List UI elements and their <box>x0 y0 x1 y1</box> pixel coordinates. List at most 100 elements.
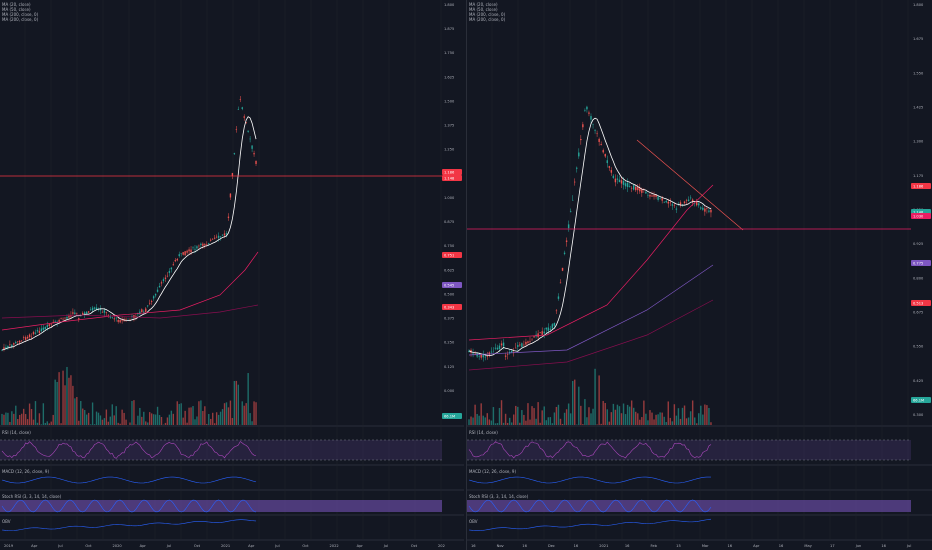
candle-body <box>632 185 635 190</box>
volume-bar <box>653 419 655 425</box>
svg-text:1.186: 1.186 <box>444 170 455 174</box>
candle-body <box>586 106 588 110</box>
chart-panel-left[interactable]: MA (20, close) MA (50, close) MA (200, c… <box>0 0 464 550</box>
candle-body <box>510 350 513 353</box>
price-tag: 0.513 <box>911 300 931 306</box>
price-axis-label: 1.250 <box>444 148 455 152</box>
price-axis-label: 0.125 <box>444 365 454 369</box>
legend-ma20[interactable]: MA (20, close) <box>2 2 31 7</box>
candle-body <box>251 145 253 149</box>
candle-body <box>614 178 617 183</box>
candle-body <box>657 196 659 200</box>
candle-body <box>30 336 33 338</box>
candle-body <box>40 328 43 332</box>
candle-body <box>87 311 90 313</box>
ma50-line[interactable] <box>468 184 714 341</box>
volume-bar <box>64 385 66 425</box>
candle-body <box>52 322 54 323</box>
ma20-line[interactable] <box>1 116 257 351</box>
time-axis-label: 17 <box>830 544 835 548</box>
volume-bar <box>598 375 600 425</box>
volume-bar <box>551 423 554 425</box>
candle-body <box>490 351 493 353</box>
legend-ma50[interactable]: MA (50, close) <box>2 7 31 12</box>
time-axis-label: 2022 <box>330 544 339 548</box>
legend-ma200b[interactable]: MA (200, close, 0) <box>2 17 39 22</box>
volume-bar <box>200 400 202 425</box>
candle-body <box>502 342 505 347</box>
candle-body <box>515 347 517 349</box>
volume-bar <box>602 400 604 425</box>
macd-pane-label: MACD (12, 26, close, 9) <box>469 469 517 474</box>
candle-body <box>598 138 600 142</box>
volume-bar <box>13 413 15 425</box>
candle-body <box>255 160 257 164</box>
trendline[interactable] <box>636 139 744 231</box>
volume-bar <box>107 421 110 425</box>
ma50-line[interactable] <box>1 251 259 331</box>
volume-bar <box>500 400 503 425</box>
candle-body <box>231 173 234 176</box>
candle-body <box>681 204 684 205</box>
candle-body <box>706 208 708 209</box>
candle-body <box>519 344 521 346</box>
volume-bar <box>616 404 619 425</box>
volume-bar <box>580 405 582 425</box>
volume-bar <box>547 417 550 425</box>
volume-bar <box>582 424 584 425</box>
volume-bar <box>484 417 486 425</box>
volume-bar <box>610 412 613 425</box>
ma20-line[interactable] <box>468 117 712 356</box>
price-chart[interactable]: 1.8001.6751.5501.4251.3001.1751.0500.925… <box>467 0 932 550</box>
volume-bar <box>119 423 121 425</box>
volume-bar <box>641 417 643 425</box>
candle-body <box>504 355 507 357</box>
volume-bar <box>596 424 598 425</box>
candle-body <box>704 208 706 212</box>
legend-ma50[interactable]: MA (50, close) <box>469 7 498 12</box>
candle-body <box>194 248 196 250</box>
price-chart[interactable]: 1.8001.8751.7501.6251.5001.3751.2501.125… <box>0 0 464 550</box>
volume-bar <box>563 412 566 425</box>
candle-body <box>478 355 480 357</box>
volume-bar <box>565 409 568 425</box>
candle-body <box>229 193 232 198</box>
candle-body <box>647 194 649 196</box>
candle-body <box>675 208 678 210</box>
volume-bar <box>22 408 25 425</box>
volume-bar <box>198 401 200 425</box>
candle-body <box>559 282 562 284</box>
legend-ma200a[interactable]: MA (200, close, 0) <box>2 12 39 17</box>
volume-bar <box>468 419 470 425</box>
candle-body <box>78 318 80 320</box>
candle-body <box>671 204 674 206</box>
legend-ma200b[interactable]: MA (200, close, 0) <box>469 17 506 22</box>
volume-bar <box>190 407 192 425</box>
volume-bar <box>60 423 62 425</box>
candle-body <box>482 353 484 358</box>
ma200-line[interactable] <box>468 299 714 371</box>
volume-bar <box>531 406 533 425</box>
volume-bar <box>212 412 214 425</box>
legend-ma200a[interactable]: MA (200, close, 0) <box>469 12 506 17</box>
chart-panel-right[interactable]: MA (20, close) MA (50, close) MA (200, c… <box>466 0 932 550</box>
candle-body <box>139 311 141 315</box>
candle-body <box>111 317 113 318</box>
volume-bar <box>42 403 45 425</box>
candle-body <box>545 327 547 330</box>
candle-body <box>166 275 169 277</box>
candle-body <box>580 139 582 141</box>
ma200-line[interactable] <box>1 304 259 319</box>
volume-bar <box>46 421 48 425</box>
price-tag: 1.148 <box>442 175 462 181</box>
volume-bar <box>647 420 649 425</box>
volume-bar <box>227 407 230 425</box>
volume-bar <box>508 417 511 425</box>
price-tag: 66.1M <box>442 413 462 419</box>
ma200b-line[interactable] <box>468 264 714 356</box>
legend-ma20[interactable]: MA (20, close) <box>469 2 498 7</box>
price-axis-label: 1.425 <box>913 106 923 110</box>
volume-bar <box>17 419 19 425</box>
volume-bar <box>206 423 208 425</box>
candle-body <box>513 352 515 353</box>
